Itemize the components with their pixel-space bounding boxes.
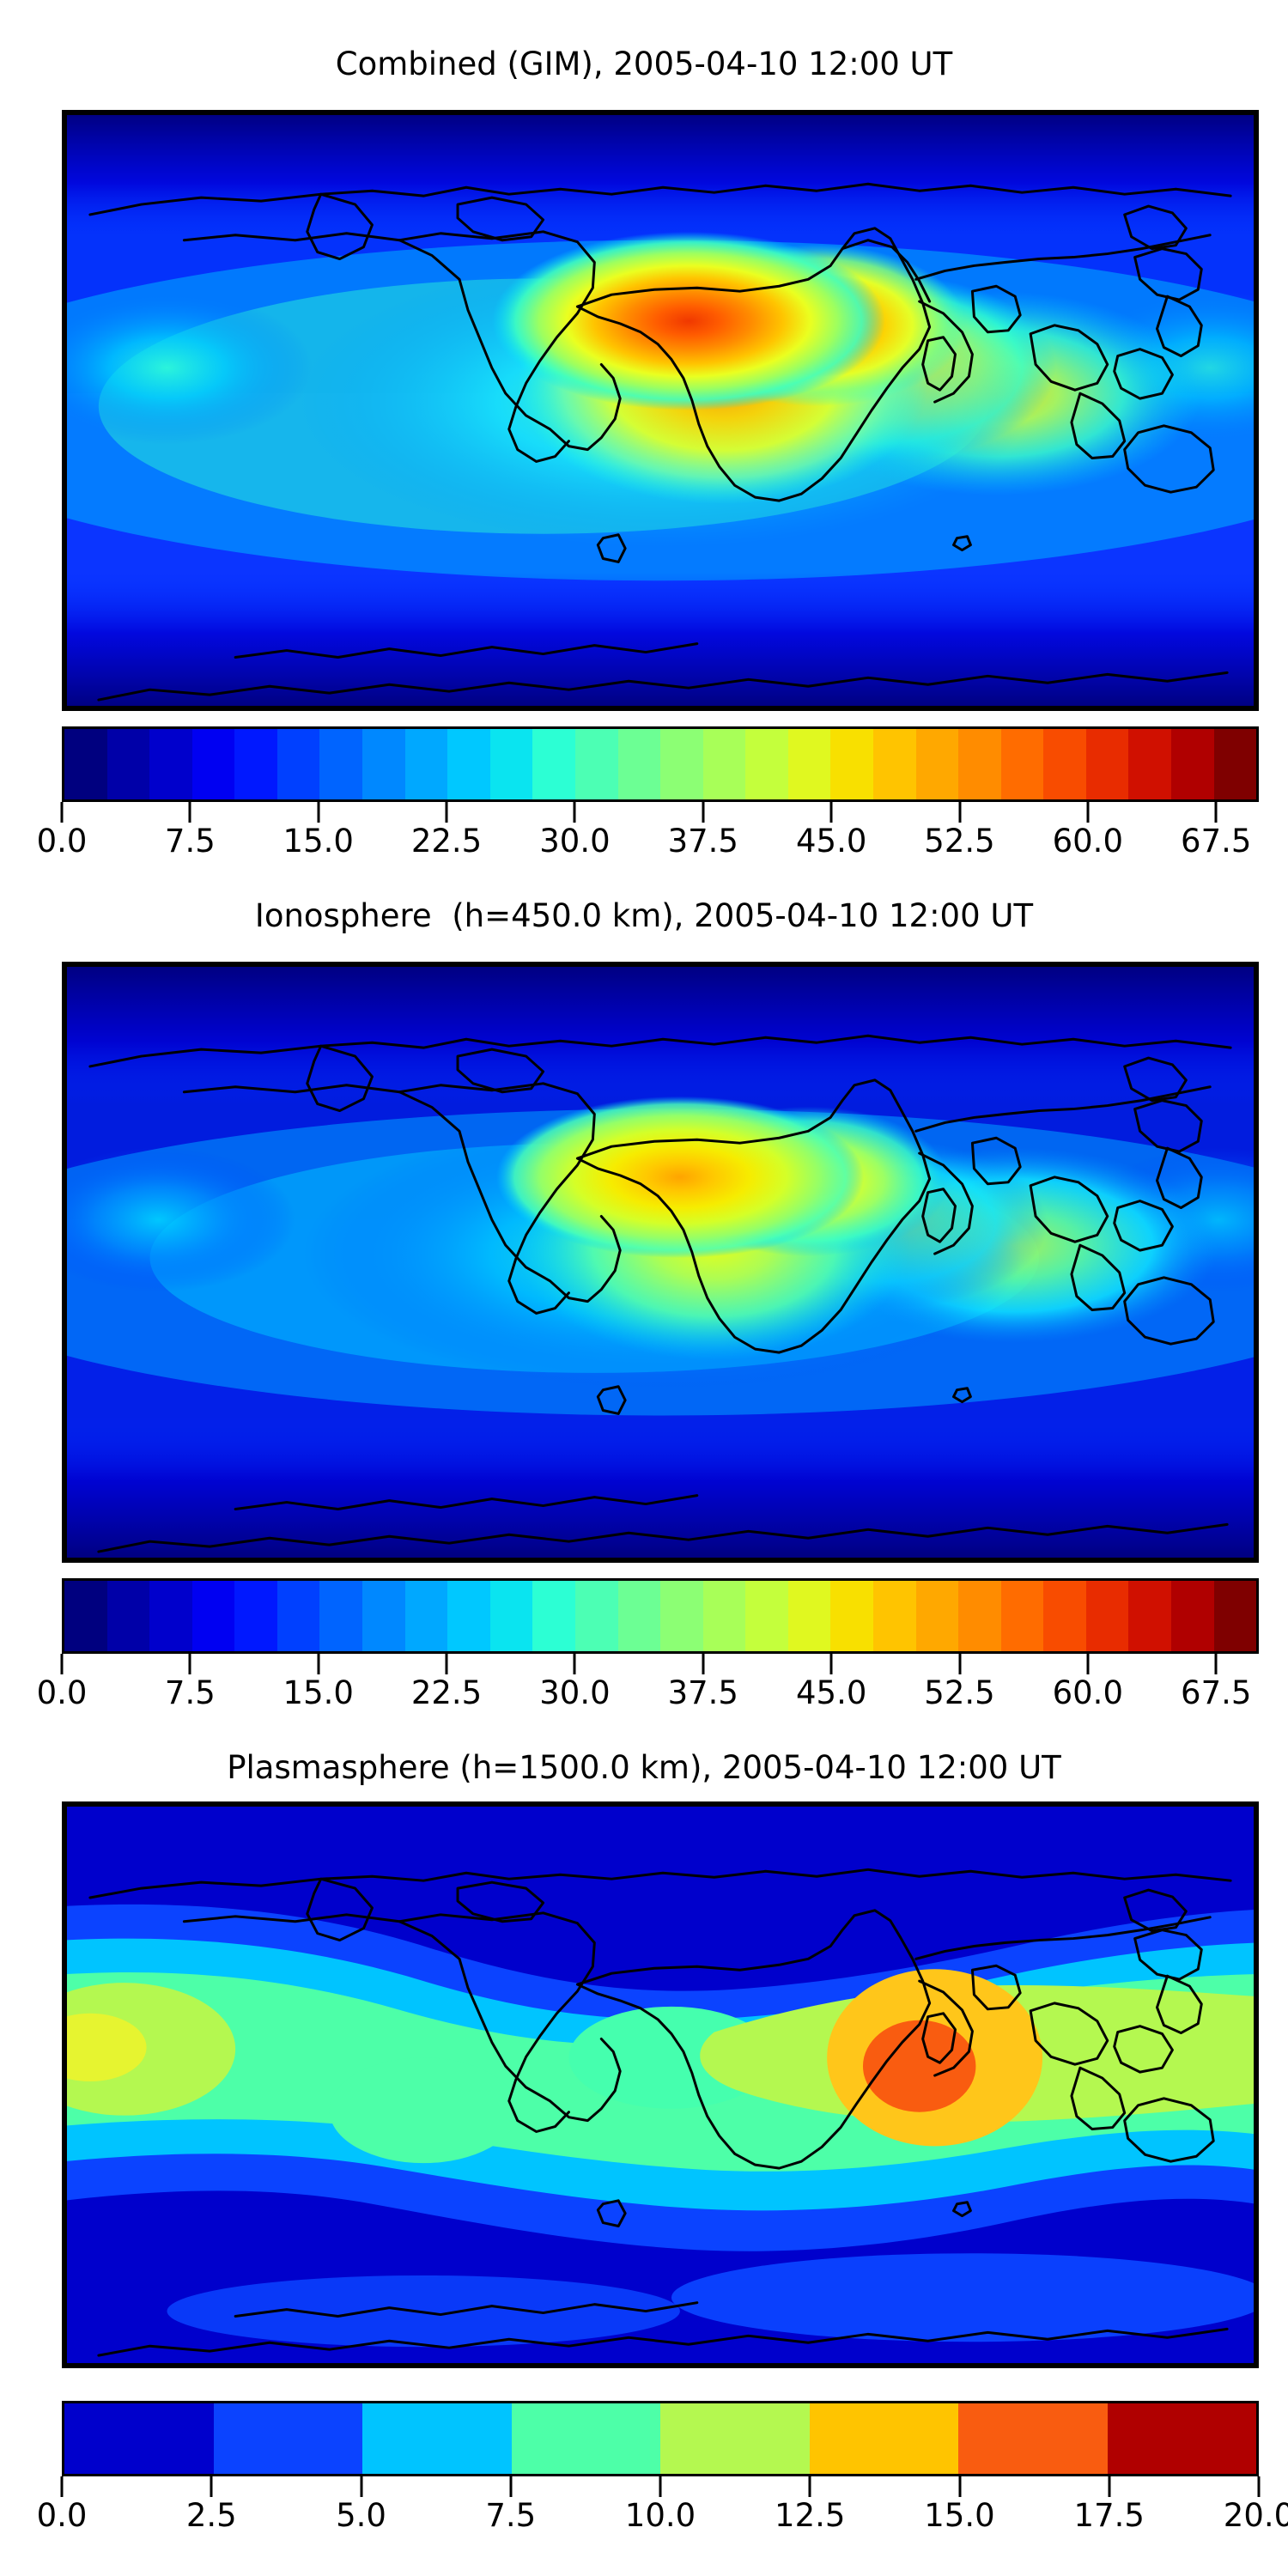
map-svg-plasmasphere (64, 1804, 1256, 2366)
cb3-tick-0: 0.0 (36, 2497, 88, 2534)
colorbar-plasmasphere: 0.0 2.5 5.0 7.5 10.0 12.5 15.0 17.5 20.0 (37, 2401, 1288, 2538)
cb2-tick-4: 30.0 (539, 1674, 611, 1711)
contour-southern-band (671, 2253, 1256, 2342)
cb2-tick-7: 52.5 (924, 1674, 995, 1711)
colorbar-ticks-ionosphere (60, 1654, 1259, 1674)
cb3-tick-1: 2.5 (185, 2497, 237, 2534)
panel-plasmasphere: Plasmasphere (h=1500.0 km), 2005-04-10 1… (0, 1752, 1288, 2559)
map-plasmasphere (62, 1801, 1259, 2368)
panel-title-combined: Combined (GIM), 2005-04-10 12:00 UT (335, 46, 953, 82)
colorbar-gradient-combined (62, 726, 1259, 802)
cb2-tick-2: 15.0 (283, 1674, 354, 1711)
contour-cell-hawaii-core (64, 2013, 147, 2082)
cb3-tick-3: 7.5 (485, 2497, 537, 2534)
cb2-tick-1: 7.5 (164, 1674, 216, 1711)
coastlines-ionosphere (88, 1034, 1232, 1553)
panel-ionosphere: Ionosphere (h=450.0 km), 2005-04-10 12:0… (0, 897, 1288, 1711)
map-svg-combined (64, 112, 1256, 708)
coastlines-plasmasphere (88, 1868, 1232, 2357)
colorbar-ionosphere: 0.0 7.5 15.0 22.5 30.0 37.5 45.0 52.5 60… (37, 1578, 1259, 1716)
cb1-tick-8: 60.0 (1052, 823, 1123, 860)
cb2-tick-3: 22.5 (410, 1674, 483, 1711)
cb3-tick-2: 5.0 (336, 2497, 386, 2534)
cb3-tick-6: 15.0 (924, 2497, 995, 2534)
cb3-tick-7: 17.5 (1073, 2497, 1145, 2534)
panel-title-plasmasphere: Plasmasphere (h=1500.0 km), 2005-04-10 1… (227, 1749, 1061, 1786)
colorbar-gradient-ionosphere (62, 1578, 1259, 1654)
colorbar-ticks-combined (60, 802, 1259, 823)
cb2-tick-8: 60.0 (1052, 1674, 1123, 1711)
cb3-tick-5: 12.5 (775, 2497, 846, 2534)
cb1-tick-9: 67.5 (1181, 823, 1252, 860)
map-svg-ionosphere (64, 964, 1256, 1560)
cb1-tick-7: 52.5 (924, 823, 995, 860)
cb1-tick-4: 30.0 (539, 823, 611, 860)
colorbar-ticks-plasmasphere (60, 2476, 1261, 2497)
contour-core-15 (862, 2020, 976, 2112)
cb1-tick-2: 15.0 (283, 823, 354, 860)
cb1-tick-0: 0.0 (36, 823, 88, 860)
colorbar-labels-combined: 0.0 7.5 15.0 22.5 30.0 37.5 45.0 52.5 60… (37, 823, 1259, 864)
cb2-tick-9: 67.5 (1181, 1674, 1252, 1711)
cb3-tick-8: 20.0 (1223, 2497, 1288, 2534)
cb2-tick-0: 0.0 (36, 1674, 88, 1711)
colorbar-gradient-plasmasphere (62, 2401, 1259, 2476)
contour-cell-amazon (329, 2057, 518, 2164)
cb1-tick-1: 7.5 (164, 823, 216, 860)
cb3-tick-4: 10.0 (624, 2497, 696, 2534)
cb1-tick-5: 37.5 (667, 823, 738, 860)
cb2-tick-6: 45.0 (795, 1674, 867, 1711)
panel-title-ionosphere: Ionosphere (h=450.0 km), 2005-04-10 12:0… (254, 897, 1034, 934)
panel-combined-gim: Combined (GIM), 2005-04-10 12:00 UT (0, 46, 1288, 860)
map-combined-gim (62, 110, 1259, 711)
map-ionosphere (62, 962, 1259, 1563)
cb1-tick-3: 22.5 (410, 823, 483, 860)
colorbar-labels-plasmasphere: 0.0 2.5 5.0 7.5 10.0 12.5 15.0 17.5 20.0 (37, 2497, 1288, 2538)
cb1-tick-6: 45.0 (795, 823, 867, 860)
colorbar-combined: 0.0 7.5 15.0 22.5 30.0 37.5 45.0 52.5 60… (37, 726, 1259, 864)
cb2-tick-5: 37.5 (667, 1674, 738, 1711)
coastlines-combined (88, 182, 1232, 702)
colorbar-labels-ionosphere: 0.0 7.5 15.0 22.5 30.0 37.5 45.0 52.5 60… (37, 1674, 1259, 1716)
